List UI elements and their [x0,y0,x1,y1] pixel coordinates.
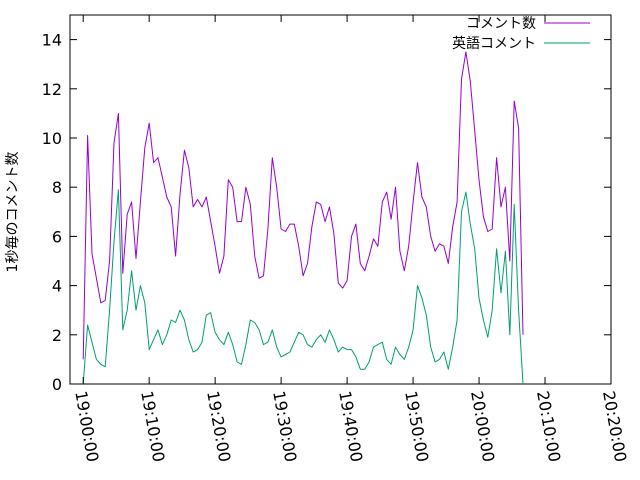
x-tick-label: 19:50:00 [401,389,432,463]
y-tick-label: 4 [52,277,62,296]
y-tick-label: 14 [42,31,62,50]
x-tick-label: 19:30:00 [269,389,300,463]
y-tick-label: 2 [52,326,62,345]
y-tick-label: 8 [52,178,62,197]
legend-label-0: コメント数 [466,16,536,32]
plot-frame-group [69,14,612,385]
x-tick-label: 20:00:00 [467,389,498,463]
x-tick-label: 19:20:00 [203,389,234,463]
series-line-0 [82,51,524,360]
x-tick-label: 19:00:00 [71,389,102,463]
series-group [82,51,524,385]
y-axis-title: 1秒毎のコメント数 [5,152,21,273]
y-tick-label: 12 [42,80,62,99]
x-tick-label: 20:20:00 [599,389,630,463]
series-line-1 [82,189,524,385]
y-tick-label: 10 [42,129,62,148]
y-axis-ticks: 0 2 4 6 8 10 12 14 [42,31,611,394]
y-tick-label: 0 [52,375,62,394]
plot-frame [69,14,612,385]
x-tick-label: 19:10:00 [137,389,168,463]
y-tick-label: 6 [52,227,62,246]
x-tick-label: 20:10:00 [533,389,564,463]
x-tick-label: 19:40:00 [335,389,366,463]
legend-label-1: 英語コメント [452,35,536,52]
